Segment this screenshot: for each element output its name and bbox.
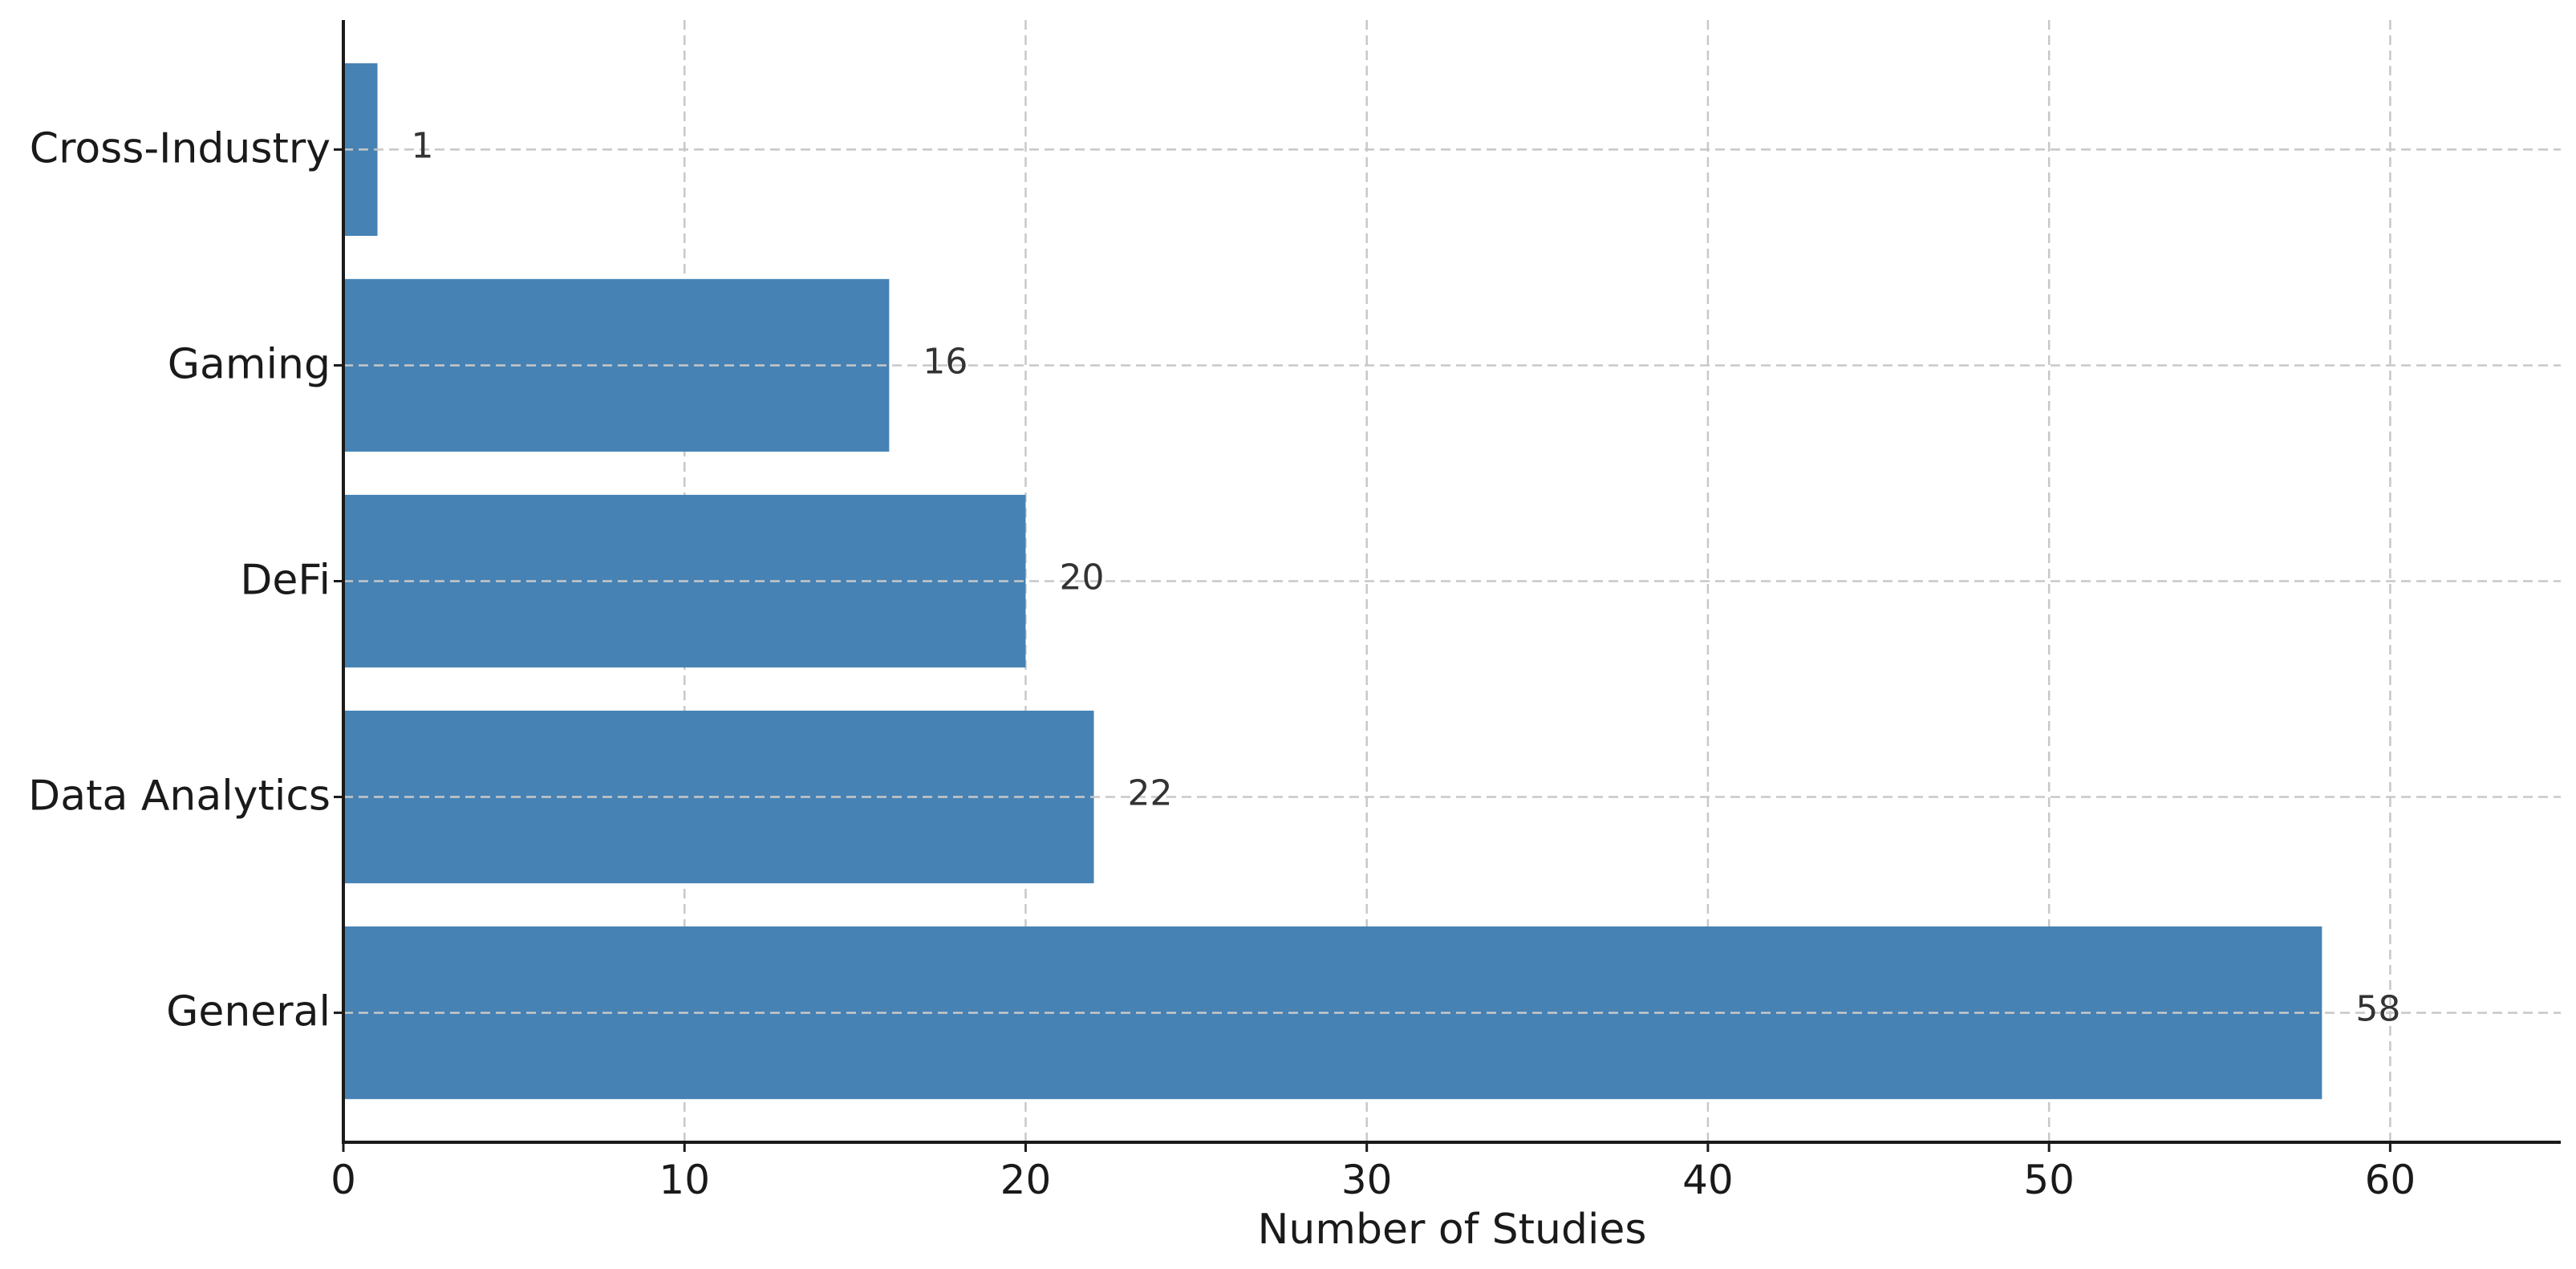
category-label: General [166, 988, 331, 1036]
x-tick-label: 20 [1000, 1157, 1052, 1203]
x-tick-label: 50 [2023, 1157, 2075, 1203]
bar-gaming [343, 278, 890, 452]
category-labels: General Data Analytics DeFi Gaming Cross-Ind… [28, 124, 343, 1036]
category-label: Data Analytics [28, 772, 331, 821]
category-label: DeFi [240, 557, 331, 605]
x-tick-label: 0 [331, 1157, 356, 1203]
category-label: Gaming [168, 340, 331, 388]
category-label: Cross-Industry [30, 124, 331, 172]
value-label: 1 [412, 125, 434, 166]
x-axis-title: Number of Studies [1258, 1206, 1647, 1254]
x-tick-label: 40 [1682, 1157, 1734, 1203]
x-tick-label: 30 [1341, 1157, 1393, 1203]
x-tick-labels: 0 10 20 30 40 50 60 [331, 1142, 2416, 1203]
value-label: 22 [1128, 773, 1173, 814]
value-label: 58 [2355, 989, 2400, 1030]
x-tick-label: 60 [2365, 1157, 2416, 1203]
value-label: 16 [923, 341, 968, 382]
value-labels: 58 22 20 16 1 [412, 125, 2401, 1029]
x-tick-label: 10 [659, 1157, 710, 1203]
value-label: 20 [1059, 557, 1104, 598]
